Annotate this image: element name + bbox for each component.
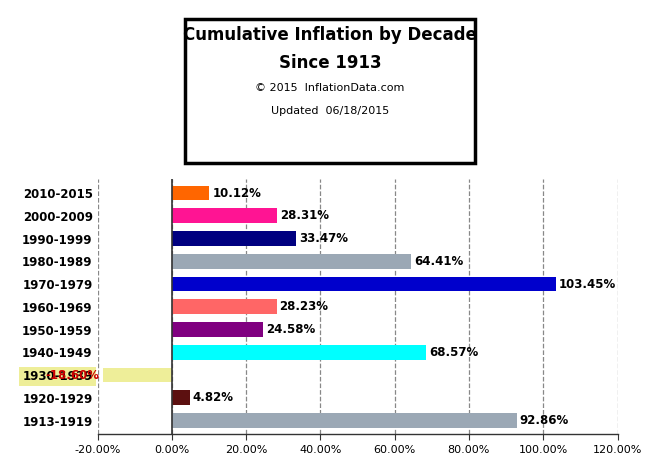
Text: Since 1913: Since 1913 [279,54,381,72]
Text: 28.31%: 28.31% [280,209,329,222]
Text: -18.60%: -18.60% [46,369,99,381]
Text: 24.58%: 24.58% [266,323,315,336]
Bar [172,345,426,360]
Text: 4.82%: 4.82% [192,391,233,405]
Text: Cumulative Inflation by Decade: Cumulative Inflation by Decade [183,26,477,44]
Bar [172,208,277,223]
Bar [172,322,263,337]
Text: Updated  06/18/2015: Updated 06/18/2015 [271,106,389,116]
Text: 33.47%: 33.47% [299,232,348,245]
Text: 28.23%: 28.23% [280,300,329,313]
Text: 68.57%: 68.57% [430,346,478,359]
Text: 10.12%: 10.12% [213,186,261,200]
Bar [172,185,209,201]
Bar [103,368,172,382]
Text: © 2015  InflationData.com: © 2015 InflationData.com [255,83,404,93]
Bar [172,254,411,269]
Bar [172,390,190,405]
Bar [172,231,296,246]
Bar [172,299,277,314]
Text: 92.86%: 92.86% [519,414,569,427]
Bar [172,413,517,428]
Text: 103.45%: 103.45% [559,278,616,291]
Bar [172,277,556,291]
Text: 64.41%: 64.41% [414,255,463,268]
